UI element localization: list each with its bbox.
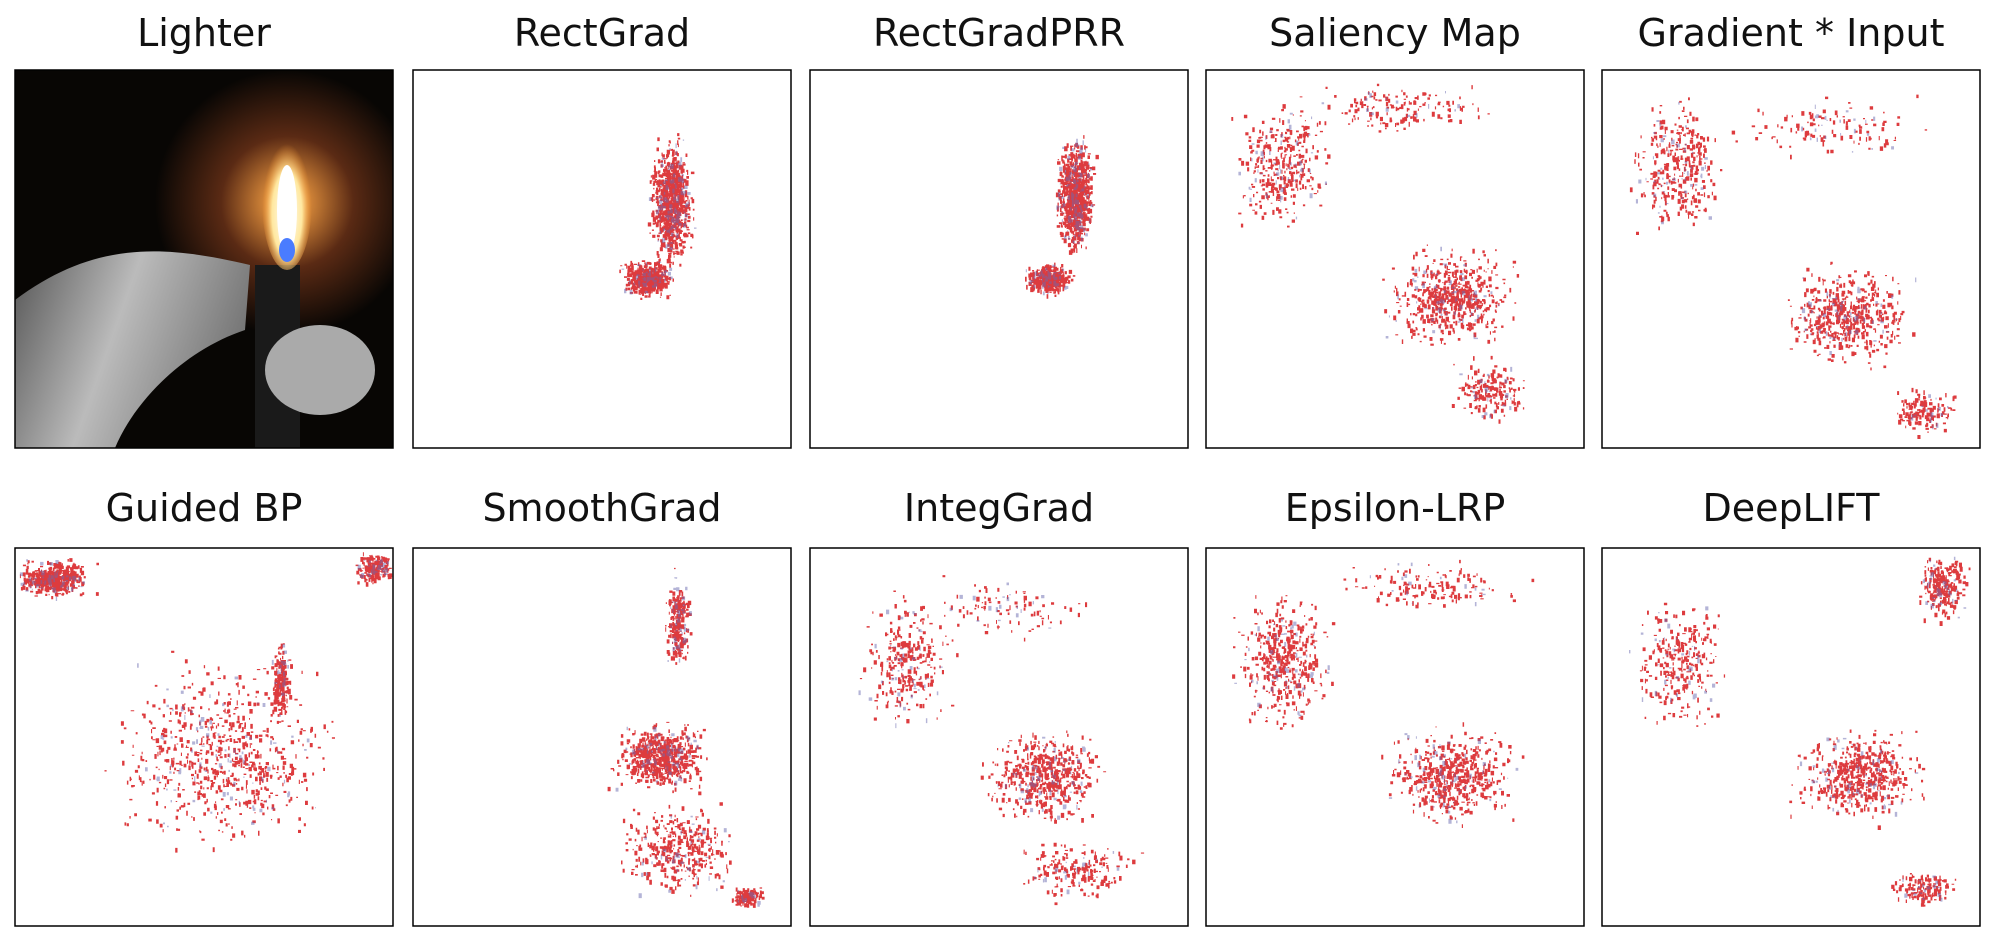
attribution-positive <box>1629 94 1957 439</box>
panel-frame <box>412 547 792 927</box>
panel-image <box>1205 69 1585 449</box>
panel-title: RectGradPRR <box>873 11 1125 55</box>
panel-image <box>1601 69 1981 449</box>
panel-image <box>14 547 394 927</box>
panel-title: Gradient * Input <box>1638 11 1945 55</box>
panel-frame <box>1205 547 1585 927</box>
panel-title: Lighter <box>137 11 271 55</box>
panel-bg <box>1206 70 1584 448</box>
attribution-positive <box>607 567 765 908</box>
panel-title: Guided BP <box>106 486 303 530</box>
panel-bg <box>810 70 1188 448</box>
panel-image <box>809 69 1189 449</box>
panel-frame <box>1205 69 1585 449</box>
panel-title: DeepLIFT <box>1703 486 1881 530</box>
panel-title: Saliency Map <box>1269 11 1521 55</box>
panel-frame <box>809 69 1189 449</box>
attribution-positive <box>619 133 695 300</box>
panel-title: Epsilon-LRP <box>1285 486 1506 530</box>
attribution-negative <box>1025 138 1094 296</box>
flame-base <box>279 238 295 262</box>
panel-image <box>1205 547 1585 927</box>
hand <box>15 251 250 448</box>
panel-title: IntegGrad <box>904 486 1094 530</box>
panel-frame <box>1601 69 1981 449</box>
panel-title: SmoothGrad <box>482 486 721 530</box>
flame <box>277 165 297 255</box>
panel-bg <box>413 70 791 448</box>
panel-frame <box>412 69 792 449</box>
panel-image <box>1601 547 1981 927</box>
panel-frame <box>14 69 394 449</box>
panel-image <box>412 547 792 927</box>
panel-frame <box>14 547 394 927</box>
panel-bg <box>413 548 791 926</box>
panel-image <box>412 69 792 449</box>
panel-frame <box>809 547 1189 927</box>
panel-image <box>14 69 394 449</box>
attribution-positive <box>19 552 393 853</box>
panel-bg <box>1206 548 1584 926</box>
panel-frame <box>1601 547 1981 927</box>
panel-image <box>809 547 1189 927</box>
panel-title: RectGrad <box>514 11 690 55</box>
panel-bg <box>1602 548 1980 926</box>
thumb <box>265 325 375 415</box>
panel-bg <box>1602 70 1980 448</box>
attribution-positive <box>1231 83 1525 424</box>
